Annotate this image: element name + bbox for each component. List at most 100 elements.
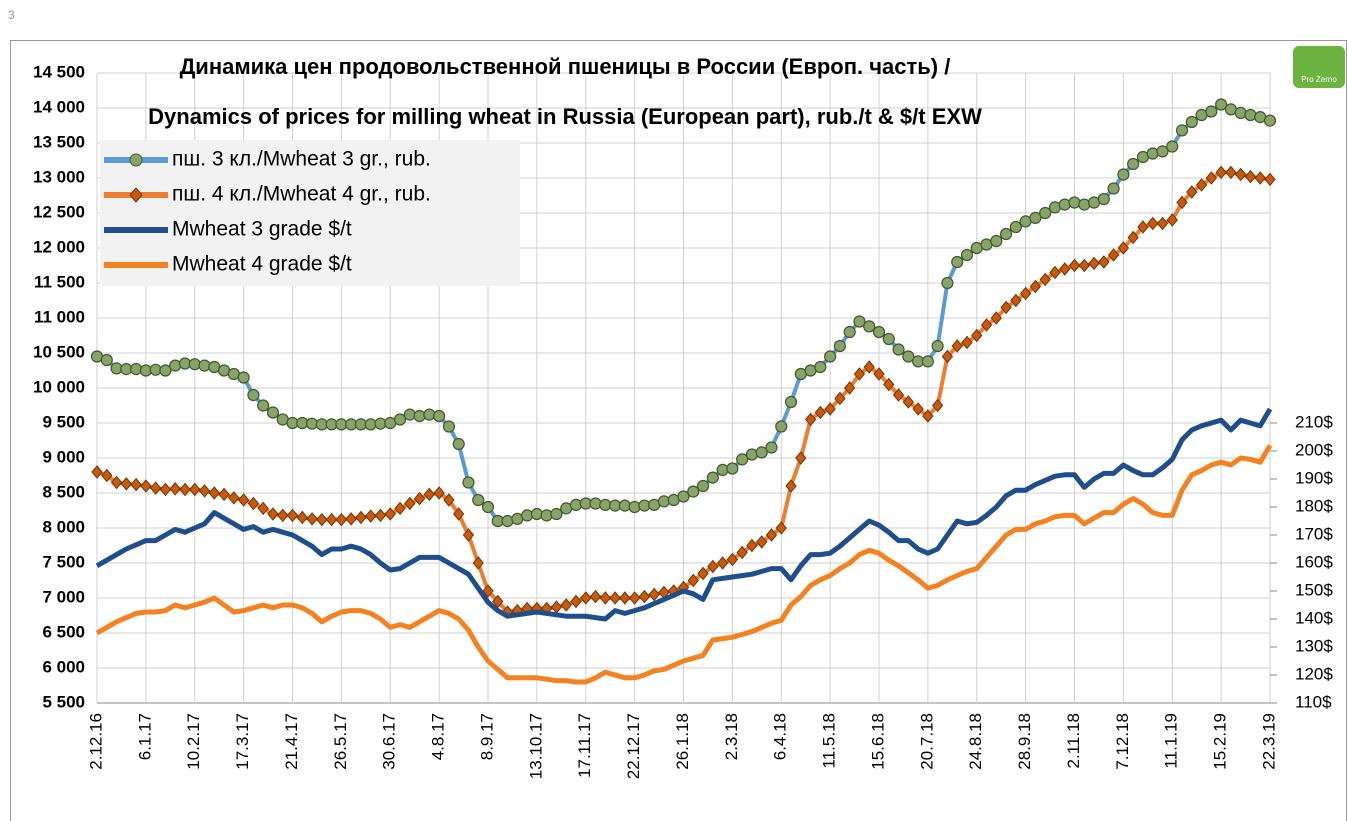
x-tick-label: 26.1.18	[673, 713, 692, 770]
y-tick-label: 13 000	[33, 167, 85, 186]
point-marker	[1107, 182, 1120, 195]
point-marker	[999, 227, 1013, 241]
legend-label: Mwheat 4 grade $/t	[172, 253, 352, 276]
point-marker	[1147, 216, 1159, 231]
point-marker	[1049, 265, 1061, 280]
point-marker	[404, 496, 416, 511]
y2-tick-label: 180$	[1295, 496, 1333, 515]
y-tick-label: 10 000	[33, 377, 85, 396]
point-marker	[580, 591, 592, 605]
point-marker	[159, 482, 172, 497]
x-tick-label: 2.11.18	[1064, 713, 1083, 768]
y-tick-label: 14 000	[33, 97, 85, 116]
point-marker	[716, 556, 729, 570]
point-marker	[863, 320, 876, 333]
point-marker	[1009, 220, 1022, 234]
y-tick-label: 11 500	[34, 272, 85, 291]
x-tick-label: 22.3.19	[1259, 713, 1278, 770]
point-marker	[696, 479, 710, 493]
y-tick-label: 8 500	[42, 482, 85, 501]
point-marker	[413, 491, 426, 506]
series-line	[95, 444, 1273, 685]
point-marker	[1068, 258, 1081, 273]
y-tick-label: 9 000	[42, 447, 85, 466]
x-tick-label: 6.4.18	[771, 713, 790, 760]
point-marker	[374, 508, 387, 523]
y-tick-label: 12 500	[33, 202, 85, 221]
point-marker	[756, 535, 768, 549]
point-marker	[892, 343, 905, 356]
point-marker	[1235, 167, 1247, 182]
legend-label: пш. 4 кл./Mwheat 4 gr., rub.	[172, 183, 431, 206]
x-tick-label: 30.6.17	[380, 713, 399, 770]
point-marker	[120, 477, 132, 491]
chart-subtitle: Dynamics of prices for milling wheat in …	[148, 104, 982, 129]
point-marker	[736, 545, 748, 560]
y-tick-label: 12 000	[33, 237, 85, 256]
x-tick-label: 17.11.17	[575, 713, 594, 778]
point-marker	[316, 512, 328, 527]
point-marker	[1215, 165, 1227, 180]
point-marker	[726, 552, 739, 567]
point-marker	[452, 437, 465, 451]
y-tick-label: 7 000	[42, 587, 85, 606]
point-marker	[824, 350, 837, 363]
point-marker	[1097, 192, 1110, 206]
point-marker	[1195, 178, 1208, 192]
point-marker	[1078, 198, 1091, 211]
point-marker	[1244, 169, 1257, 184]
x-tick-label: 17.3.17	[233, 713, 252, 770]
point-marker	[902, 350, 915, 363]
point-marker	[393, 413, 407, 426]
point-marker	[277, 508, 289, 523]
point-marker	[169, 359, 182, 372]
point-marker	[765, 528, 778, 542]
y-tick-label: 6 000	[42, 657, 85, 676]
point-marker	[501, 514, 514, 528]
point-marker	[1068, 196, 1081, 209]
series-line	[95, 407, 1273, 622]
x-tick-label: 21.4.17	[282, 713, 301, 770]
point-marker	[481, 500, 495, 514]
point-marker	[951, 255, 964, 269]
y-tick-label: 8 000	[42, 517, 85, 536]
page-number: 3	[8, 8, 15, 22]
x-tick-label: 7.12.18	[1113, 713, 1132, 770]
y-tick-label: 11 000	[34, 307, 85, 326]
legend-label: Mwheat 3 grade $/t	[172, 218, 352, 241]
y-tick-label: 6 500	[42, 622, 85, 641]
logo-text: Pro Zerno	[1301, 75, 1337, 84]
point-marker	[687, 573, 699, 588]
point-marker	[775, 420, 788, 433]
y-tick-label: 5 500	[42, 692, 85, 711]
y-tick-label: 9 500	[42, 412, 85, 431]
y2-tick-label: 200$	[1295, 440, 1333, 459]
point-marker	[1058, 198, 1071, 211]
point-marker	[1029, 211, 1042, 224]
point-marker	[745, 448, 759, 461]
point-marker	[853, 367, 866, 381]
y2-tick-label: 140$	[1295, 608, 1333, 627]
point-marker	[1254, 171, 1266, 185]
point-marker	[697, 566, 709, 581]
point-marker	[980, 318, 993, 332]
point-marker	[961, 335, 973, 350]
point-marker	[931, 339, 944, 353]
y2-tick-label: 130$	[1295, 636, 1333, 655]
x-tick-label: 2.12.16	[86, 713, 105, 770]
point-marker	[872, 325, 886, 339]
point-marker	[335, 512, 348, 527]
y2-tick-label: 210$	[1295, 412, 1333, 431]
point-marker	[1156, 145, 1169, 158]
point-marker	[433, 409, 446, 423]
point-marker	[247, 388, 260, 402]
point-marker	[784, 395, 798, 409]
point-marker	[892, 388, 905, 402]
point-marker	[755, 446, 768, 459]
point-marker	[1175, 124, 1189, 137]
point-marker	[648, 587, 660, 602]
point-marker	[1185, 115, 1198, 129]
point-marker	[941, 349, 954, 364]
y-tick-label: 14 500	[33, 62, 85, 81]
